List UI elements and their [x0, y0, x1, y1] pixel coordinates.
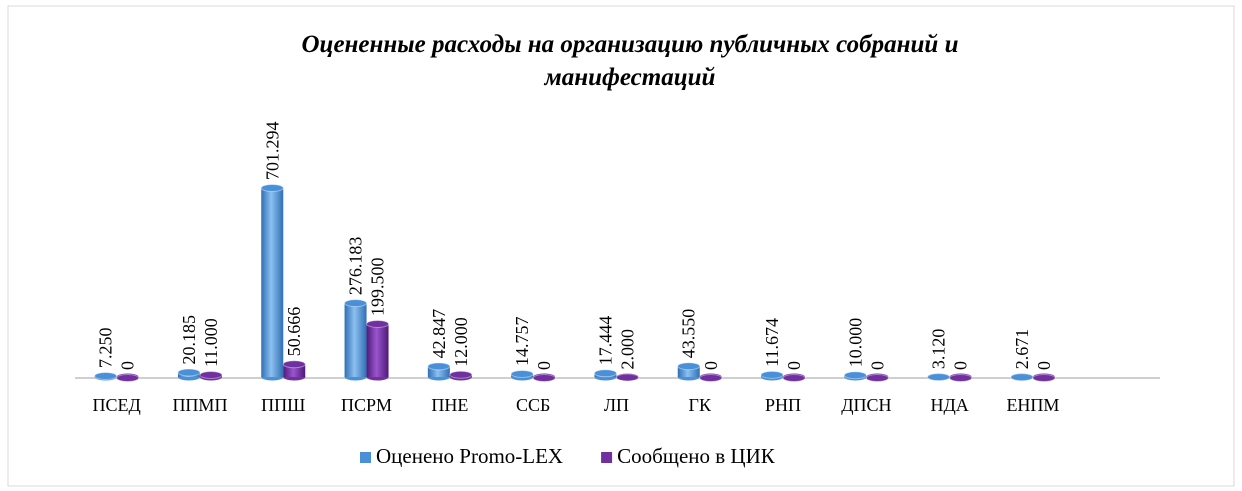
bar-cap [116, 374, 140, 382]
bar-cap [199, 371, 223, 380]
bar-cap [927, 373, 951, 382]
bar-cap [949, 374, 973, 382]
bar [366, 323, 389, 377]
bar-cap [260, 184, 284, 192]
x-tick-label: ППШ [261, 395, 305, 415]
data-label: 0 [1034, 361, 1054, 370]
data-label: 0 [867, 361, 887, 370]
x-tick-label: ДПСН [841, 395, 891, 415]
x-tick-label: ПНЕ [431, 395, 468, 415]
bar-cap [843, 371, 867, 380]
bar-cap [1010, 373, 1034, 382]
data-label: 0 [118, 361, 138, 370]
x-tick-label: ПСЕД [93, 395, 141, 415]
bar-cap [532, 374, 556, 382]
bar-cap [699, 374, 723, 382]
x-tick-label: ЛП [604, 395, 629, 415]
data-label: 199.500 [368, 257, 388, 316]
x-tick-label: НДА [931, 395, 969, 415]
data-label: 12.000 [451, 317, 471, 366]
bar-cap [94, 372, 118, 381]
data-label: 11.000 [201, 318, 221, 367]
bar [427, 366, 450, 377]
bar-cap [510, 370, 534, 379]
legend-swatch [360, 452, 371, 463]
data-label: 0 [534, 361, 554, 370]
chart-border [7, 5, 1235, 487]
data-label: 0 [701, 361, 721, 370]
bar-cap [865, 374, 889, 382]
data-label: 50.666 [284, 307, 304, 357]
bar-cap [677, 362, 701, 371]
data-label: 2.671 [1012, 329, 1032, 370]
bar [283, 364, 306, 377]
bar-cap [344, 299, 368, 308]
data-label: 20.185 [179, 315, 199, 365]
data-label: 43.550 [679, 309, 699, 359]
legend-swatch [601, 452, 613, 463]
data-label: 0 [951, 361, 971, 370]
data-label: 17.444 [595, 316, 615, 366]
bar [261, 188, 284, 377]
x-tick-label: ПСРМ [341, 395, 392, 415]
bar-cap [615, 373, 639, 382]
data-label: 3.120 [929, 329, 949, 370]
bar-cap [366, 319, 390, 328]
x-tick-label: ГК [689, 395, 712, 415]
bar-cap [760, 370, 784, 379]
data-label: 7.250 [96, 328, 116, 369]
bar-cap [782, 374, 806, 382]
data-label: 701.294 [262, 122, 282, 181]
bar-cap [1032, 374, 1056, 382]
data-label: 0 [784, 361, 804, 370]
bar [677, 366, 700, 377]
data-label: 276.183 [346, 237, 366, 296]
data-label: 10.000 [845, 318, 865, 368]
bar-cap [427, 362, 451, 371]
data-label: 42.847 [429, 309, 449, 359]
chart-title: Оцененные расходы на организацию публичн… [301, 31, 959, 91]
x-tick-label: ЕНПМ [1006, 395, 1059, 415]
data-label: 11.674 [762, 318, 782, 367]
x-tick-label: ССБ [516, 395, 550, 415]
legend-label: Оценено Promo-LEX [376, 444, 563, 468]
data-label: 2.000 [617, 329, 637, 370]
legend-label: Сообщено в ЦИК [617, 444, 776, 468]
bar-cap [177, 368, 201, 377]
bar [344, 303, 367, 377]
bar-cap [593, 369, 617, 378]
bar-cap [282, 360, 306, 369]
bar-cap [449, 370, 473, 379]
x-tick-label: РНП [765, 395, 801, 415]
data-label: 14.757 [512, 317, 532, 367]
x-tick-label: ППМП [172, 395, 227, 415]
